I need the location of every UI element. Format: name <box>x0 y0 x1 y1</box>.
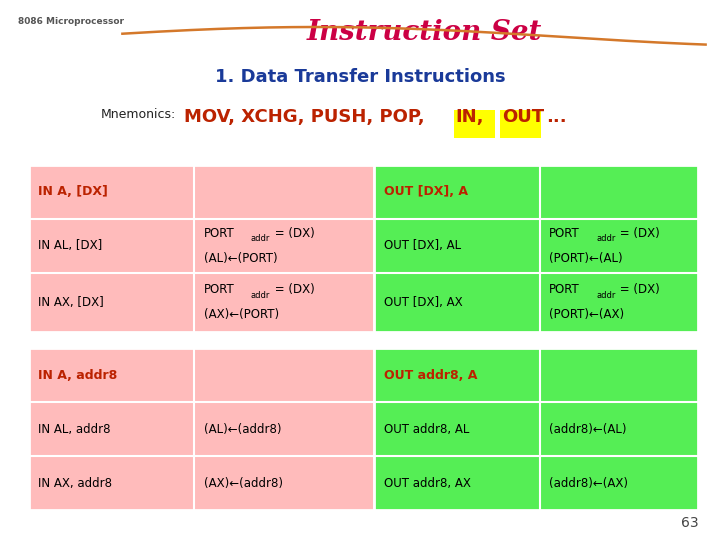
Text: MOV, XCHG, PUSH, POP,: MOV, XCHG, PUSH, POP, <box>184 108 424 126</box>
Text: OUT: OUT <box>502 108 544 126</box>
Text: = (DX): = (DX) <box>271 227 315 240</box>
Bar <box>500 110 541 138</box>
Text: addr: addr <box>251 234 270 243</box>
Text: IN AX, [DX]: IN AX, [DX] <box>38 296 104 309</box>
Text: (AX)←(PORT): (AX)←(PORT) <box>204 308 279 321</box>
Text: OUT [DX], AL: OUT [DX], AL <box>384 239 461 252</box>
Text: addr: addr <box>596 234 616 243</box>
Text: IN AX, addr8: IN AX, addr8 <box>38 477 112 490</box>
Text: IN AL, addr8: IN AL, addr8 <box>38 423 111 436</box>
Text: (AL)←(PORT): (AL)←(PORT) <box>204 252 277 265</box>
Text: Mnemonics:: Mnemonics: <box>101 108 176 121</box>
Text: (addr8)←(AL): (addr8)←(AL) <box>549 423 627 436</box>
Text: (PORT)←(AL): (PORT)←(AL) <box>549 252 623 265</box>
Text: = (DX): = (DX) <box>616 284 660 296</box>
Text: OUT addr8, A: OUT addr8, A <box>384 369 477 382</box>
Text: IN,: IN, <box>456 108 485 126</box>
Text: 1. Data Transfer Instructions: 1. Data Transfer Instructions <box>215 68 505 85</box>
Bar <box>29 165 374 332</box>
Bar <box>454 110 495 138</box>
Text: PORT: PORT <box>204 284 235 296</box>
Text: (AX)←(addr8): (AX)←(addr8) <box>204 477 283 490</box>
Text: 8086 Microprocessor: 8086 Microprocessor <box>18 17 124 26</box>
Bar <box>29 348 374 510</box>
Text: IN AL, [DX]: IN AL, [DX] <box>38 239 102 252</box>
Text: ...: ... <box>546 108 567 126</box>
Text: OUT [DX], A: OUT [DX], A <box>384 185 468 198</box>
Text: addr: addr <box>596 291 616 300</box>
Text: OUT addr8, AL: OUT addr8, AL <box>384 423 469 436</box>
Text: OUT addr8, AX: OUT addr8, AX <box>384 477 471 490</box>
Text: (AL)←(addr8): (AL)←(addr8) <box>204 423 282 436</box>
Text: PORT: PORT <box>549 227 580 240</box>
Text: = (DX): = (DX) <box>271 284 315 296</box>
Text: IN A, [DX]: IN A, [DX] <box>38 185 108 198</box>
Text: addr: addr <box>251 291 270 300</box>
Text: = (DX): = (DX) <box>616 227 660 240</box>
Bar <box>374 348 698 510</box>
Text: PORT: PORT <box>204 227 235 240</box>
Bar <box>374 165 698 332</box>
Text: Instruction Set: Instruction Set <box>307 19 542 46</box>
Text: 63: 63 <box>681 516 698 530</box>
Text: (addr8)←(AX): (addr8)←(AX) <box>549 477 629 490</box>
Text: PORT: PORT <box>549 284 580 296</box>
Text: OUT [DX], AX: OUT [DX], AX <box>384 296 462 309</box>
Text: IN A, addr8: IN A, addr8 <box>38 369 117 382</box>
Text: (PORT)←(AX): (PORT)←(AX) <box>549 308 624 321</box>
